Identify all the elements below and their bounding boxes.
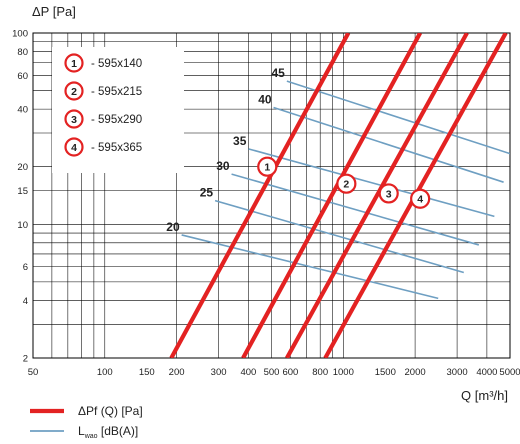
pressure-drop-line	[241, 33, 422, 358]
noise-line	[231, 173, 480, 246]
x-tick-label: 500	[264, 367, 280, 378]
size-marker-number: 1	[264, 162, 270, 174]
y-tick-label: 2	[23, 354, 28, 365]
line-legend: ΔPf (Q) [Pa] Lwao [dB(A)]	[30, 404, 143, 440]
size-marker-number: 4	[417, 194, 423, 206]
y-tick-label: 20	[17, 162, 28, 173]
y-tick-label: 6	[23, 262, 28, 273]
noise-line	[286, 80, 510, 155]
size-marker-number: 2	[343, 179, 349, 191]
noise-line-label: 30	[216, 159, 230, 173]
y-tick-label: 10	[17, 220, 28, 231]
x-axis-ticks: 50 100 150 200 300 400 500 600 800 1000 1500 2000 30…	[28, 367, 520, 378]
size-legend-label: - 595x215	[91, 86, 142, 98]
x-axis-title: Q [m³/h]	[461, 388, 508, 403]
x-tick-label: 800	[312, 367, 328, 378]
y-tick-label: 100	[12, 29, 28, 40]
size-legend-number: 2	[71, 86, 77, 98]
noise-line-label: 35	[233, 134, 247, 148]
noise-line-label: 40	[258, 92, 272, 106]
x-tick-label: 400	[240, 367, 256, 378]
noise-line-label: 20	[166, 220, 180, 234]
size-legend-circle	[64, 81, 84, 101]
size-marker-circle	[336, 173, 357, 194]
x-tick-label: 2000	[405, 367, 426, 378]
size-legend-label: - 595x140	[91, 58, 142, 70]
size-legend-circle	[64, 137, 84, 157]
size-legend-number: 1	[71, 58, 77, 70]
y-tick-label: 80	[17, 47, 28, 58]
x-tick-label: 1000	[333, 367, 354, 378]
size-markers: 1 2 3 4	[257, 156, 431, 209]
x-tick-label: 3000	[447, 367, 468, 378]
noise-line	[181, 234, 439, 300]
size-marker-circle	[378, 183, 399, 204]
size-legend-circle	[64, 109, 84, 129]
y-tick-label: 60	[17, 71, 28, 82]
size-legend-number: 4	[71, 142, 77, 154]
size-legend-number: 3	[71, 114, 77, 126]
size-marker-number: 3	[386, 188, 392, 200]
noise-line	[214, 199, 464, 274]
y-tick-label: 4	[23, 296, 28, 307]
pressure-drop-line	[285, 33, 469, 358]
size-legend-label: - 595x290	[91, 114, 142, 126]
size-marker-circle	[257, 156, 278, 177]
x-tick-label: 150	[139, 367, 155, 378]
x-tick-label: 200	[169, 367, 185, 378]
noise-line-label: 45	[272, 66, 286, 80]
noise-line	[273, 106, 504, 183]
noise-line-label: 25	[200, 186, 214, 200]
y-tick-label: 15	[17, 186, 28, 197]
size-marker-circle	[410, 188, 431, 209]
noise-line	[248, 148, 495, 218]
x-tick-label: 300	[211, 367, 227, 378]
y-axis-ticks: 2 4 6 10 15 20 40 60 80 100	[12, 29, 28, 365]
size-legend-circle	[64, 53, 84, 73]
x-tick-label: 600	[282, 367, 298, 378]
x-tick-label: 1500	[375, 367, 396, 378]
x-tick-label: 5000	[499, 367, 520, 378]
x-tick-label: 50	[28, 367, 39, 378]
size-legend-label: - 595x365	[91, 142, 142, 154]
legend-label-noise: Lwao [dB(A)]	[78, 424, 138, 440]
x-tick-label: 4000	[476, 367, 497, 378]
legend-label-pressure: ΔPf (Q) [Pa]	[78, 404, 143, 418]
y-axis-title: ΔP [Pa]	[32, 4, 76, 19]
pressure-drop-line	[169, 33, 351, 358]
y-tick-label: 40	[17, 105, 28, 116]
size-legend: 1 - 595x140 2 - 595x215 3 - 595x290 4 - 595x365	[52, 47, 184, 173]
x-tick-label: 100	[97, 367, 113, 378]
